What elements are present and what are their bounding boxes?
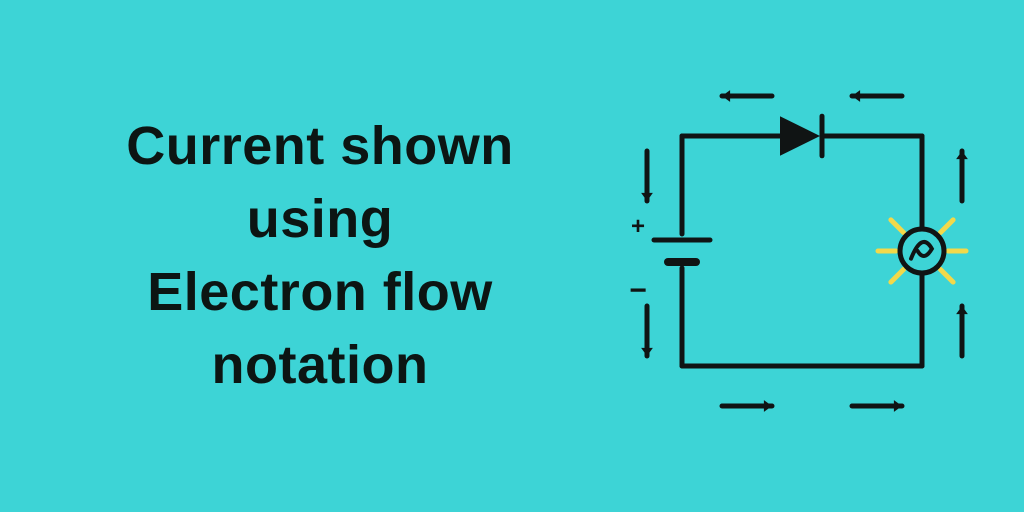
battery-minus-label: − xyxy=(629,274,647,307)
title-line-3: Electron flow xyxy=(60,256,580,329)
battery-plus-label: + xyxy=(631,213,645,240)
title-line-2: using xyxy=(60,183,580,256)
circuit-diagram: +− xyxy=(600,0,1024,512)
title-block: Current shown using Electron flow notati… xyxy=(0,110,600,402)
circuit-svg: +− xyxy=(622,56,1002,456)
title-line-4: notation xyxy=(60,329,580,402)
title-line-1: Current shown xyxy=(60,110,580,183)
